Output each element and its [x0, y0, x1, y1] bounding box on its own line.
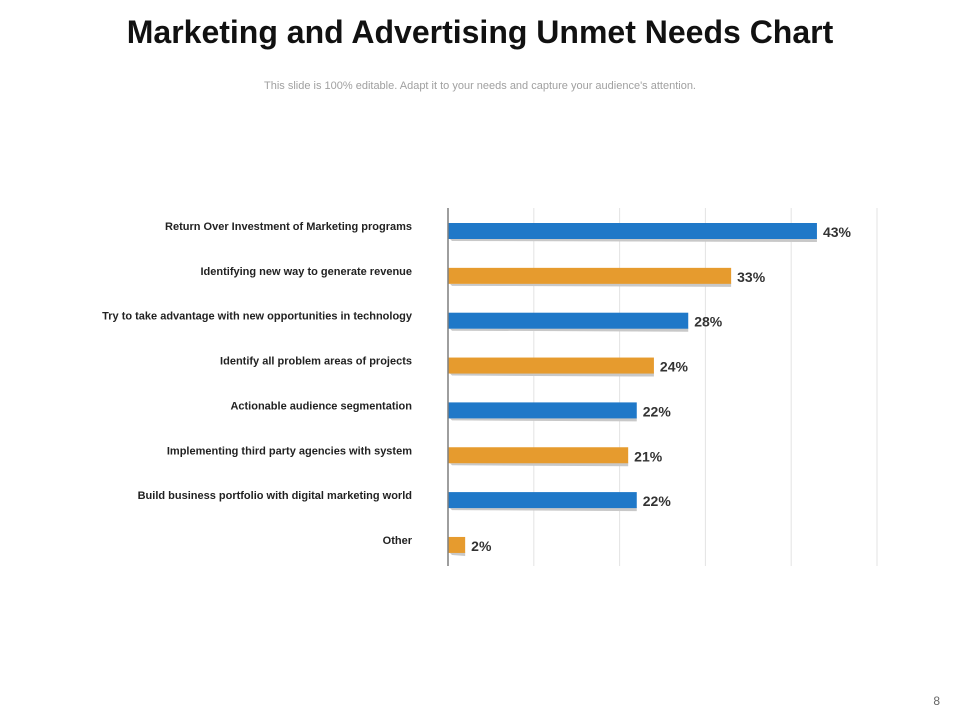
category-label: Build business portfolio with digital ma…	[138, 490, 412, 502]
value-label: 22%	[643, 493, 672, 509]
bar	[448, 312, 689, 329]
bar	[448, 447, 629, 464]
value-label: 43%	[823, 224, 852, 240]
value-label: 33%	[737, 269, 766, 285]
page-number: 8	[933, 694, 940, 708]
category-label: Actionable audience segmentation	[230, 400, 412, 412]
category-label: Other	[383, 535, 413, 547]
bar	[448, 402, 637, 419]
value-label: 24%	[660, 359, 689, 375]
value-label: 22%	[643, 403, 672, 419]
category-label: Return Over Investment of Marketing prog…	[165, 221, 412, 233]
category-label: Try to take advantage with new opportuni…	[102, 311, 413, 323]
bar	[448, 267, 732, 284]
value-label: 28%	[694, 314, 723, 330]
chart-title: Marketing and Advertising Unmet Needs Ch…	[126, 14, 834, 50]
bar	[448, 357, 654, 374]
bar	[448, 536, 466, 553]
bar	[448, 223, 817, 239]
category-label: Implementing third party agencies with s…	[167, 445, 412, 457]
chart-subtitle: This slide is 100% editable. Adapt it to…	[264, 80, 696, 92]
bars	[448, 223, 817, 556]
value-labels: 43% 33% 28% 24% 22% 21% 22% 2%	[471, 224, 851, 554]
bar	[448, 492, 637, 509]
gridlines	[533, 208, 878, 566]
category-label: Identify all problem areas of projects	[220, 356, 412, 368]
category-labels: Return Over Investment of Marketing prog…	[102, 221, 413, 547]
value-label: 2%	[471, 538, 492, 554]
category-label: Identifying new way to generate revenue	[201, 266, 413, 278]
value-label: 21%	[634, 448, 663, 464]
